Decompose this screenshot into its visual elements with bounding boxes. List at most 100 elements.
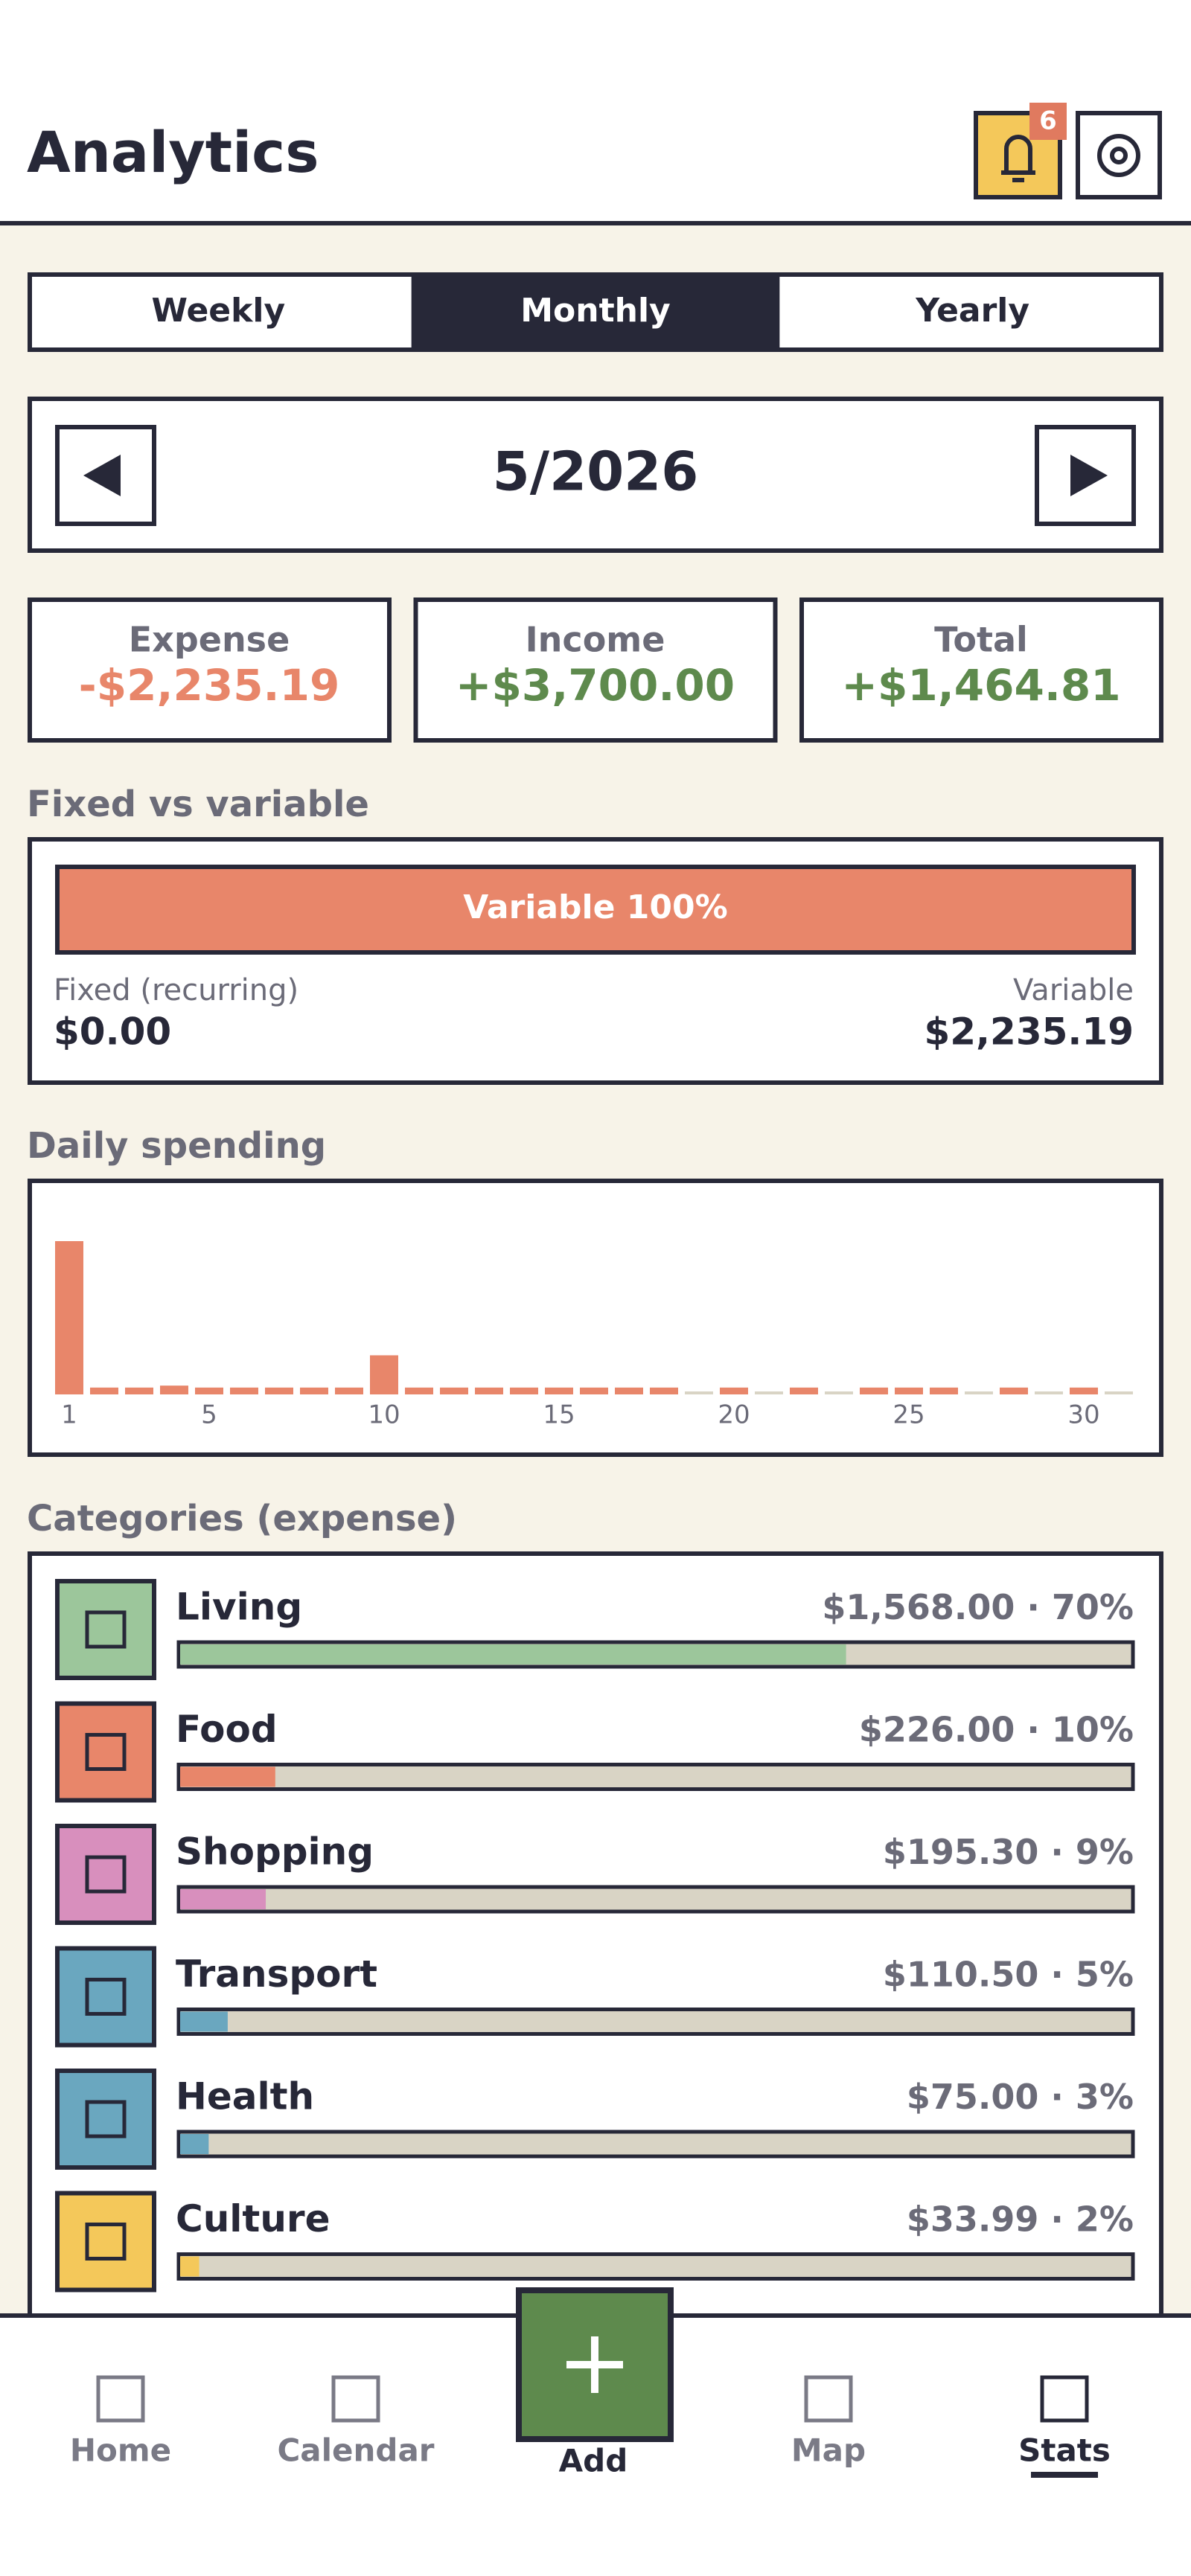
percent-label: 3% (1076, 2077, 1134, 2117)
nav-icon[interactable] (804, 2375, 853, 2423)
day-bar (300, 1387, 328, 1394)
category-bar (180, 2011, 228, 2032)
day-bar (790, 1387, 818, 1394)
tab-label[interactable]: Weekly (151, 292, 285, 330)
icon-glyph (85, 1855, 127, 1894)
next-arrow (1070, 455, 1108, 496)
day-bar (720, 1387, 748, 1394)
gear-hub (1110, 147, 1128, 164)
nav-label[interactable]: Calendar (277, 2432, 434, 2469)
category-name: Food (176, 1708, 278, 1751)
tab-label[interactable]: Monthly (520, 292, 670, 330)
summary-card (28, 597, 392, 743)
day-bar (55, 1241, 83, 1394)
category-name: Transport (176, 1952, 377, 1996)
separator: · (1038, 1832, 1076, 1872)
summary-label: Income (526, 620, 665, 660)
category-track (176, 1763, 1135, 1791)
gear-box[interactable] (1076, 111, 1162, 199)
day-bar (1070, 1387, 1098, 1394)
variable-bar (60, 869, 1131, 950)
icon-glyph (85, 2100, 127, 2138)
active-underline (1031, 2472, 1098, 2478)
summary-card (413, 597, 778, 743)
nav-label[interactable]: Home (70, 2432, 171, 2469)
plus-icon (566, 2336, 623, 2393)
day-bar (90, 1387, 118, 1394)
category-name: Health (176, 2075, 314, 2118)
amount-label: $1,568.00 (822, 1587, 1015, 1627)
x-tick-label: 20 (718, 1400, 750, 1430)
day-bar (335, 1387, 363, 1394)
gear-icon (1097, 134, 1140, 177)
x-tick-label: 5 (201, 1400, 217, 1430)
variable-label: Variable (1013, 973, 1134, 1007)
day-bar (860, 1387, 888, 1394)
percent-label: 5% (1076, 1954, 1134, 1994)
summary-amount: +$1,464.81 (841, 660, 1120, 711)
x-tick-label: 30 (1067, 1400, 1099, 1430)
category-icon (55, 1824, 156, 1925)
percent-label: 2% (1076, 2199, 1134, 2239)
category-value: $110.50 · 5% (883, 1954, 1134, 1994)
variable-amount: $2,235.19 (924, 1010, 1134, 1054)
category-bar (180, 2134, 209, 2154)
day-bar (230, 1387, 258, 1394)
summary-card (799, 597, 1163, 743)
tab[interactable] (411, 277, 780, 347)
icon-glyph (85, 1610, 127, 1649)
day-bar (930, 1387, 958, 1394)
next-button[interactable] (1035, 425, 1136, 526)
day-bar (510, 1387, 538, 1394)
badge (1029, 103, 1067, 140)
x-tick-label: 10 (368, 1400, 400, 1430)
category-icon (55, 1946, 156, 2048)
day-bar (615, 1387, 643, 1394)
separator: · (1038, 2199, 1076, 2239)
prev-arrow (83, 455, 121, 496)
settings-button[interactable] (1076, 111, 1162, 199)
amount-label: $226.00 (859, 1709, 1015, 1749)
percent-label: 10% (1052, 1709, 1134, 1749)
category-track (176, 1885, 1135, 1914)
day-bar (160, 1385, 188, 1394)
nav-icon[interactable] (1040, 2375, 1089, 2423)
category-value: $33.99 · 2% (907, 2199, 1134, 2239)
amount-label: $75.00 (907, 2077, 1039, 2117)
fixed-label: Fixed (recurring) (54, 973, 298, 1007)
nav-icon[interactable] (331, 2375, 380, 2423)
category-bar (180, 1644, 846, 1665)
x-tick-label: 25 (893, 1400, 925, 1430)
amount-label: $33.99 (907, 2199, 1039, 2239)
daily-chart-card (28, 1179, 1163, 1457)
category-bar (180, 1889, 266, 1909)
period-label: 5/2026 (493, 440, 699, 503)
category-track (176, 2252, 1135, 2281)
category-icon (55, 1579, 156, 1680)
category-name: Culture (176, 2197, 331, 2240)
amount-label: $110.50 (883, 1954, 1039, 1994)
separator: · (1015, 1709, 1052, 1749)
percent-label: 9% (1076, 1832, 1134, 1872)
day-bar (265, 1387, 293, 1394)
category-bar (180, 1766, 275, 1787)
section-title: Fixed vs variable (27, 784, 369, 825)
section-title: Daily spending (27, 1125, 326, 1167)
summary-label: Expense (129, 620, 290, 660)
day-bar (195, 1387, 223, 1394)
nav-icon[interactable] (96, 2375, 145, 2423)
day-bar (475, 1387, 503, 1394)
icon-glyph (85, 2223, 127, 2261)
day-bar (580, 1387, 608, 1394)
x-tick-label: 1 (61, 1400, 77, 1430)
category-name: Shopping (176, 1830, 374, 1874)
summary-amount: +$3,700.00 (456, 660, 735, 711)
nav-label[interactable]: Stats (1018, 2432, 1111, 2469)
nav-label[interactable]: Map (791, 2432, 866, 2469)
badge-count: 6 (1039, 106, 1057, 136)
nav-label[interactable]: Add (559, 2443, 628, 2479)
category-value: $226.00 · 10% (859, 1709, 1134, 1749)
tab-label[interactable]: Yearly (915, 292, 1029, 330)
notifications-button[interactable]: 6 (974, 103, 1067, 199)
